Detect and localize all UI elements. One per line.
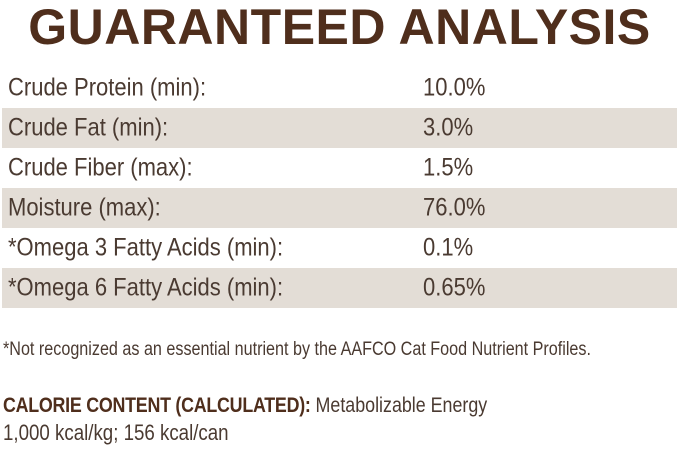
table-row-crude-fat: Crude Fat (min): 3.0%: [2, 108, 677, 148]
calorie-content-description: Metabolizable Energy: [310, 394, 488, 417]
table-row-crude-protein: Crude Protein (min): 10.0%: [2, 68, 677, 108]
table-row-crude-fiber: Crude Fiber (max): 1.5%: [2, 148, 677, 188]
calorie-values: 1,000 kcal/kg; 156 kcal/can: [3, 420, 229, 445]
nutrient-value: 0.1%: [423, 233, 474, 262]
nutrient-value: 0.65%: [423, 273, 486, 302]
nutrient-value: 10.0%: [423, 73, 486, 102]
nutrient-value: 3.0%: [423, 113, 474, 142]
aafco-footnote: *Not recognized as an essential nutrient…: [3, 339, 591, 360]
calorie-content-heading: CALORIE CONTENT (CALCULATED):: [3, 394, 311, 417]
nutrient-label: Crude Fiber (max):: [8, 153, 193, 182]
nutrient-label: Crude Protein (min):: [8, 73, 207, 102]
calorie-content-line: CALORIE CONTENT (CALCULATED): Metaboliza…: [3, 393, 487, 418]
table-row-omega-6: *Omega 6 Fatty Acids (min): 0.65%: [2, 268, 677, 308]
analysis-table: Crude Protein (min): 10.0% Crude Fat (mi…: [0, 68, 679, 308]
table-row-omega-3: *Omega 3 Fatty Acids (min): 0.1%: [2, 228, 677, 268]
table-row-moisture: Moisture (max): 76.0%: [2, 188, 677, 228]
page-title: GUARANTEED ANALYSIS: [28, 0, 651, 55]
nutrient-label: *Omega 6 Fatty Acids (min):: [8, 273, 284, 302]
nutrient-label: Crude Fat (min):: [8, 113, 169, 142]
nutrient-value: 76.0%: [423, 193, 486, 222]
nutrient-label: *Omega 3 Fatty Acids (min):: [8, 233, 284, 262]
nutrient-value: 1.5%: [423, 153, 474, 182]
nutrient-label: Moisture (max):: [8, 193, 161, 222]
